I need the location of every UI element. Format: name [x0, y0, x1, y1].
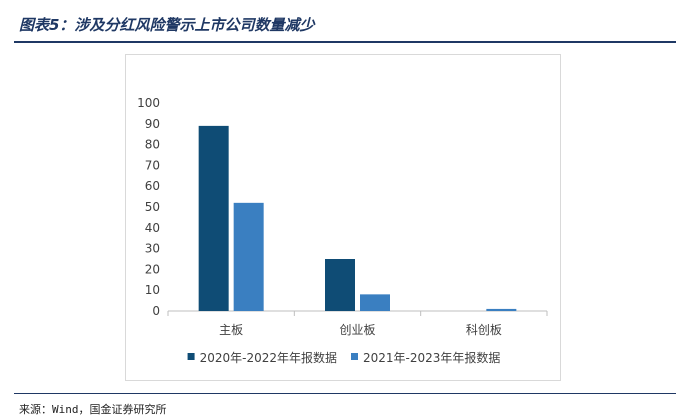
source-divider [14, 393, 676, 394]
legend-label-1: 2020年-2022年年报数据 [200, 350, 337, 365]
x-tick-label: 主板 [219, 323, 243, 337]
source-note: 来源：Wind，国金证券研究所 [19, 403, 167, 416]
chart-container: 0 10 20 30 40 50 60 70 80 90 100 主板 创业板 科创板 2020年-2022… [125, 54, 561, 381]
figure-title: 图表5：涉及分红风险警示上市公司数量减少 [19, 16, 315, 34]
bar-s2-2 [360, 294, 390, 311]
y-tick-label: 20 [145, 262, 160, 276]
y-tick-label: 40 [145, 221, 160, 235]
bar-s2-3 [486, 308, 517, 311]
y-tick-label: 100 [137, 96, 160, 110]
y-tick-label: 30 [145, 242, 160, 256]
legend-swatch-2 [351, 353, 358, 360]
y-tick-label: 50 [145, 200, 160, 214]
y-tick-label: 90 [145, 117, 160, 131]
bar-s1-2 [325, 259, 355, 311]
legend-swatch-1 [187, 353, 195, 360]
y-tick-label: 70 [145, 158, 160, 172]
legend-label-2: 2021年-2023年年报数据 [363, 350, 500, 365]
x-tick-label: 创业板 [339, 323, 375, 337]
y-tick-label: 0 [152, 304, 160, 318]
bar-s2-1 [233, 202, 264, 311]
y-tick-label: 60 [145, 179, 160, 193]
y-tick-label: 10 [145, 283, 160, 297]
y-tick-label: 80 [145, 138, 160, 152]
x-tick-label: 科创板 [466, 323, 502, 337]
bar-s1-1 [198, 125, 229, 311]
title-divider [14, 41, 676, 43]
bar-chart: 0 10 20 30 40 50 60 70 80 90 100 主板 创业板 科创板 2020年-2022… [137, 96, 548, 365]
